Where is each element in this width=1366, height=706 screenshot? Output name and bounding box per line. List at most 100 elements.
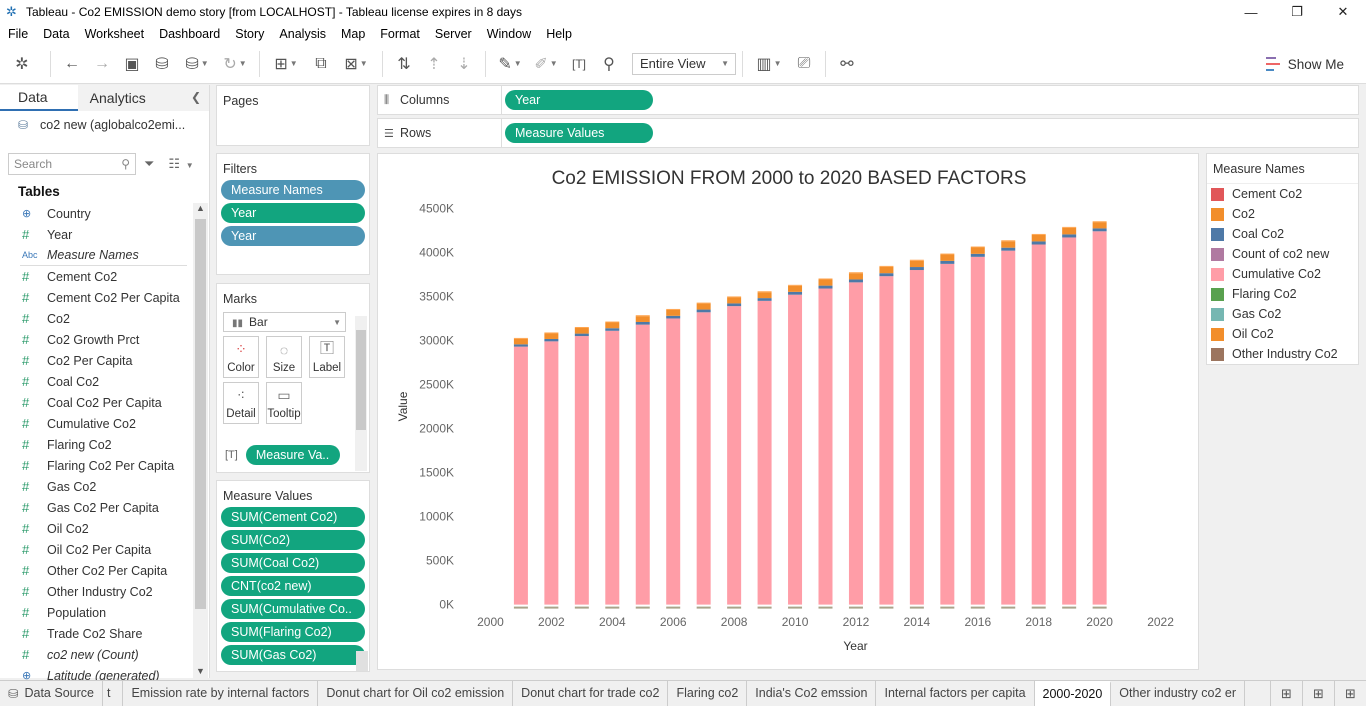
field-item[interactable]: # Co2	[0, 308, 193, 329]
collapse-pane-icon[interactable]: ❮	[190, 90, 201, 104]
menu-window[interactable]: Window	[486, 27, 532, 41]
field-item[interactable]: # Other Co2 Per Capita	[0, 560, 193, 581]
search-input[interactable]: Search ⚲	[8, 153, 136, 175]
group-members-icon[interactable]: ✐ ▼	[534, 55, 558, 73]
new-dashboard-icon[interactable]: ⊞	[1302, 681, 1334, 706]
field-item[interactable]: ⊕ Latitude (generated)	[0, 665, 193, 686]
menu-story[interactable]: Story	[235, 27, 265, 41]
menu-dashboard[interactable]: Dashboard	[159, 27, 221, 41]
legend-item[interactable]: Count of co2 new	[1207, 244, 1358, 264]
marks-scrollbar[interactable]	[355, 316, 367, 471]
field-item[interactable]: # Gas Co2 Per Capita	[0, 497, 193, 518]
tab-analytics[interactable]: Analytics	[77, 85, 209, 111]
field-item[interactable]: # Trade Co2 Share	[0, 623, 193, 644]
measure-pill[interactable]: SUM(Cumulative Co..	[221, 599, 365, 619]
minimize-button[interactable]: —	[1244, 4, 1258, 20]
sheet-tab[interactable]: Flaring co2	[668, 680, 748, 706]
sheet-tab[interactable]: Other industry co2 er	[1111, 680, 1246, 706]
redo-icon[interactable]: →	[94, 54, 110, 72]
menu-analysis[interactable]: Analysis	[279, 27, 326, 41]
field-item[interactable]: # Other Industry Co2	[0, 581, 193, 602]
data-pane-scrollbar[interactable]: ▲ ▼	[193, 203, 208, 678]
scroll-down-icon[interactable]: ▼	[196, 666, 205, 676]
new-worksheet-icon[interactable]: ⊞ ▼	[274, 55, 298, 73]
fix-axes-icon[interactable]: ⚲	[603, 55, 615, 73]
menu-help[interactable]: Help	[546, 27, 572, 41]
columns-shelf[interactable]: ⫼ Columns Year	[377, 85, 1359, 115]
field-item[interactable]: # Gas Co2	[0, 476, 193, 497]
measure-pill[interactable]: SUM(Flaring Co2)	[221, 622, 365, 642]
field-item[interactable]: # Cumulative Co2	[0, 413, 193, 434]
color-button[interactable]: ⁘ Color	[223, 336, 259, 378]
mark-type-dropdown[interactable]: ▮▮ Bar ▼	[223, 312, 346, 332]
detail-button[interactable]: ⁖ Detail	[223, 382, 259, 424]
sheet-tab[interactable]: Emission rate by internal factors	[123, 680, 319, 706]
tab-data-source[interactable]: ⛁ Data Source	[0, 680, 103, 706]
menu-file[interactable]: File	[8, 27, 29, 41]
field-item[interactable]: # Oil Co2 Per Capita	[0, 539, 193, 560]
field-item[interactable]: # Co2 Growth Prct	[0, 329, 193, 350]
duplicate-sheet-icon[interactable]: ⧉	[315, 54, 327, 72]
field-item[interactable]: # Year	[0, 224, 193, 245]
field-item[interactable]: Abc Measure Names	[20, 245, 187, 266]
undo-icon[interactable]: ←	[64, 54, 80, 72]
sheet-tab[interactable]: Internal factors per capita	[876, 680, 1035, 706]
filter-pill-year[interactable]: Year	[221, 203, 365, 223]
share-icon[interactable]: ⚯	[840, 55, 854, 73]
tooltip-button[interactable]: ▭ Tooltip	[266, 382, 302, 424]
field-item[interactable]: # Oil Co2	[0, 518, 193, 539]
menu-format[interactable]: Format	[380, 27, 420, 41]
presentation-mode-icon[interactable]: ⎚	[797, 54, 811, 72]
sheet-tab[interactable]: 2000-2020	[1034, 680, 1112, 706]
show-cards-icon[interactable]: ▥ ▼	[756, 55, 782, 73]
menu-worksheet[interactable]: Worksheet	[84, 27, 145, 41]
field-item[interactable]: # Flaring Co2	[0, 434, 193, 455]
legend-item[interactable]: Coal Co2	[1207, 224, 1358, 244]
sheet-tab[interactable]: India's Co2 emssion	[747, 680, 877, 706]
tab-data[interactable]: Data	[0, 85, 78, 111]
show-mark-labels-icon[interactable]: [T]	[572, 56, 586, 71]
measure-pill[interactable]: SUM(Coal Co2)	[221, 553, 365, 573]
sheet-tab[interactable]: t	[103, 680, 124, 706]
field-item[interactable]: # Flaring Co2 Per Capita	[0, 455, 193, 476]
field-item[interactable]: # Coal Co2	[0, 371, 193, 392]
save-icon[interactable]: ▣	[124, 55, 140, 73]
field-item[interactable]: # Coal Co2 Per Capita	[0, 392, 193, 413]
menu-map[interactable]: Map	[340, 27, 366, 41]
rows-shelf[interactable]: ☰ Rows Measure Values	[377, 118, 1359, 148]
close-button[interactable]: ✕	[1337, 4, 1349, 19]
legend-item[interactable]: Gas Co2	[1207, 304, 1358, 324]
rows-pill-measure-values[interactable]: Measure Values	[505, 123, 653, 143]
swap-rows-columns-icon[interactable]: ⇅	[397, 55, 411, 73]
menu-data[interactable]: Data	[43, 27, 70, 41]
clear-sheet-icon[interactable]: ⊠ ▼	[344, 55, 368, 73]
legend-item[interactable]: Cumulative Co2	[1207, 264, 1358, 284]
maximize-button[interactable]: ❐	[1291, 4, 1303, 19]
measure-pill[interactable]: SUM(Co2)	[221, 530, 365, 550]
measure-pill[interactable]: CNT(co2 new)	[221, 576, 365, 596]
filter-pill-year-discrete[interactable]: Year	[221, 226, 365, 246]
new-worksheet-icon[interactable]: ⊞	[1270, 681, 1302, 706]
legend-item[interactable]: Flaring Co2	[1207, 284, 1358, 304]
measure-pill[interactable]: SUM(Cement Co2)	[221, 507, 365, 527]
columns-pill-year[interactable]: Year	[505, 90, 653, 110]
datasource-item[interactable]: ⛁ co2 new (aglobalco2emi...	[0, 111, 209, 139]
filter-icon[interactable]: ⏷	[144, 156, 155, 171]
legend-item[interactable]: Cement Co2	[1207, 184, 1358, 204]
measure-pill[interactable]: SUM(Gas Co2)	[221, 645, 365, 665]
label-button[interactable]: 🅃 Label	[309, 336, 345, 378]
scroll-up-icon[interactable]: ▲	[196, 203, 205, 213]
field-item[interactable]: # co2 new (Count)	[0, 644, 193, 665]
legend-item[interactable]: Oil Co2	[1207, 324, 1358, 344]
menu-server[interactable]: Server	[434, 27, 472, 41]
scroll-thumb[interactable]	[356, 330, 366, 430]
field-item[interactable]: # Cement Co2	[0, 266, 193, 287]
pause-updates-icon[interactable]: ⛁ ▼	[185, 55, 209, 73]
sort-descending-icon[interactable]: ⇣	[457, 55, 471, 73]
size-button[interactable]: ◌ Size	[266, 336, 302, 378]
show-me-button[interactable]: Show Me	[1265, 44, 1344, 84]
new-story-icon[interactable]: ⊞	[1334, 681, 1366, 706]
chart-view[interactable]: 0K 500K 1000K 1500K 2000K 2500K 3000K 3500K 4000…	[377, 153, 1199, 670]
new-datasource-icon[interactable]: ⛁	[155, 55, 169, 73]
field-item[interactable]: # Cement Co2 Per Capita	[0, 287, 193, 308]
